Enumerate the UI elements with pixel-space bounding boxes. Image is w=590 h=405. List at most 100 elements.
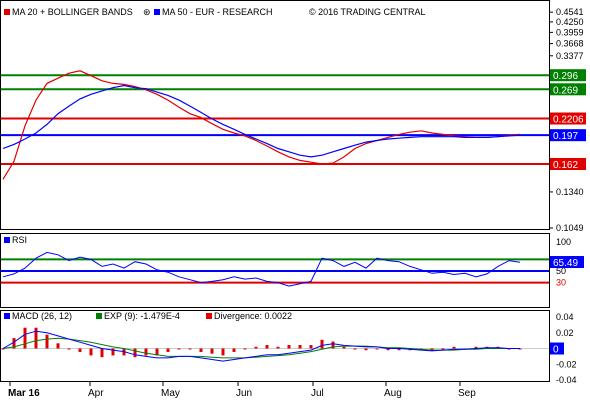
rsi-plot [1, 251, 549, 287]
rsi-y-tick-label: 100 [556, 237, 571, 247]
x-tick-label: Jun [236, 388, 252, 399]
rsi-value-label: 65.49 [553, 258, 578, 269]
price-y-tick-label: 0.4250 [556, 17, 584, 27]
rsi-y-tick-label: 50 [556, 266, 566, 276]
rsi-value-box [550, 256, 584, 269]
divergence-bar [331, 341, 335, 349]
divergence-bar [155, 348, 159, 356]
x-tick-label: Jul [311, 388, 324, 399]
divergence-bar [177, 348, 181, 350]
level-label: 0.2206 [553, 115, 584, 126]
divergence-bar [1, 348, 5, 350]
divergence-bar [243, 348, 247, 350]
divergence-bar [12, 338, 16, 349]
copyright-text: © 2016 TRADING CENTRAL [309, 7, 426, 17]
macd-value-label: 0 [553, 345, 559, 356]
signal-line [2, 337, 520, 359]
divergence-bar [210, 348, 214, 354]
divergence-bar [78, 348, 82, 352]
divergence-bar [386, 348, 390, 351]
level-label: 0.162 [553, 160, 578, 171]
divergence-bar [232, 348, 236, 352]
level-label-box [550, 157, 586, 170]
divergence-bar [111, 348, 115, 356]
blue-square-icon [4, 237, 10, 243]
divergence-bar [474, 346, 478, 349]
exp-label: EXP (9): -1.479E-4 [104, 311, 180, 321]
x-tick-label: Sep [458, 388, 476, 399]
level-label-box [550, 129, 586, 142]
divergence-bar [221, 348, 225, 356]
price-y-tick-label: 0.4541 [556, 7, 584, 17]
macd-y-tick-label: 0.02 [556, 328, 574, 338]
divergence-bar [67, 348, 71, 350]
price-y-tick-label: 0.3377 [556, 51, 584, 61]
divergence-bar [166, 348, 170, 352]
level-label: 0.296 [553, 71, 578, 82]
divergence-bar [320, 339, 324, 349]
divergence-bar [276, 346, 280, 349]
divergence-bar [265, 345, 269, 349]
rsi-label: RSI [12, 235, 27, 245]
series-line [2, 70, 521, 180]
divergence-bar [298, 345, 302, 349]
level-label-box [550, 69, 586, 82]
x-tick-label: Mar 16 [8, 388, 40, 399]
divergence-bar [353, 348, 357, 350]
macd-plot [1, 327, 549, 362]
divergence-bar [34, 327, 38, 349]
macd-y-tick-label: -0.02 [556, 359, 577, 369]
blue-square-icon [4, 313, 10, 319]
level-label-box [550, 83, 586, 96]
divergence-bar [254, 346, 258, 349]
divergence-bar [199, 348, 203, 352]
macd-label: MACD (26, 12) [12, 311, 72, 321]
price-panel-frame [0, 0, 550, 230]
divergence-bar [441, 348, 445, 350]
green-square-icon [96, 313, 102, 319]
divergence-bar [45, 334, 49, 349]
rsi-line [2, 251, 521, 287]
divergence-bar [342, 346, 346, 349]
macd-panel-frame [0, 310, 550, 382]
legend-ma50-label: MA 50 - EUR - RESEARCH [162, 7, 273, 17]
divergence-bar [188, 348, 192, 350]
divergence-bar [375, 348, 379, 350]
divergence-bar [23, 327, 27, 349]
divergence-bar [309, 345, 313, 349]
divergence-bar [144, 348, 148, 356]
price-y-tick-label: 0.3959 [556, 27, 584, 37]
divergence-bar [56, 343, 60, 349]
divergence-bar [430, 348, 434, 351]
price-y-tick-label: 0.1340 [556, 187, 584, 197]
divergence-bar [364, 348, 368, 351]
divergence-bar [100, 348, 104, 358]
divergence-bar [452, 346, 456, 349]
macd-y-tick-label: 0.04 [556, 312, 574, 322]
level-label: 0.197 [553, 131, 578, 142]
macd-line [2, 330, 520, 362]
divergence-bar [287, 345, 291, 349]
x-tick-label: May [161, 388, 180, 399]
price-plot [1, 70, 549, 180]
rsi-y-tick-label: 30 [556, 278, 566, 288]
price-y-tick-label: 0.3668 [556, 39, 584, 49]
price-y-tick-label: 0.1049 [556, 223, 584, 233]
divergence-bar [133, 348, 137, 358]
macd-value-box [550, 342, 564, 355]
circle-icon: ⊛ [143, 7, 151, 17]
divergence-label: Divergence: 0.0022 [214, 311, 292, 321]
red-square-icon [4, 9, 10, 15]
divergence-bar [397, 348, 401, 351]
level-label: 0.269 [553, 85, 578, 96]
x-tick-label: Apr [88, 388, 104, 399]
macd-y-tick-label: -0.04 [556, 375, 577, 385]
red-square-icon [206, 313, 212, 319]
series-line [2, 84, 521, 158]
level-label-box [550, 112, 586, 125]
blue-square-icon [154, 9, 160, 15]
legend-ma20-label: MA 20 + BOLLINGER BANDS [12, 7, 133, 17]
